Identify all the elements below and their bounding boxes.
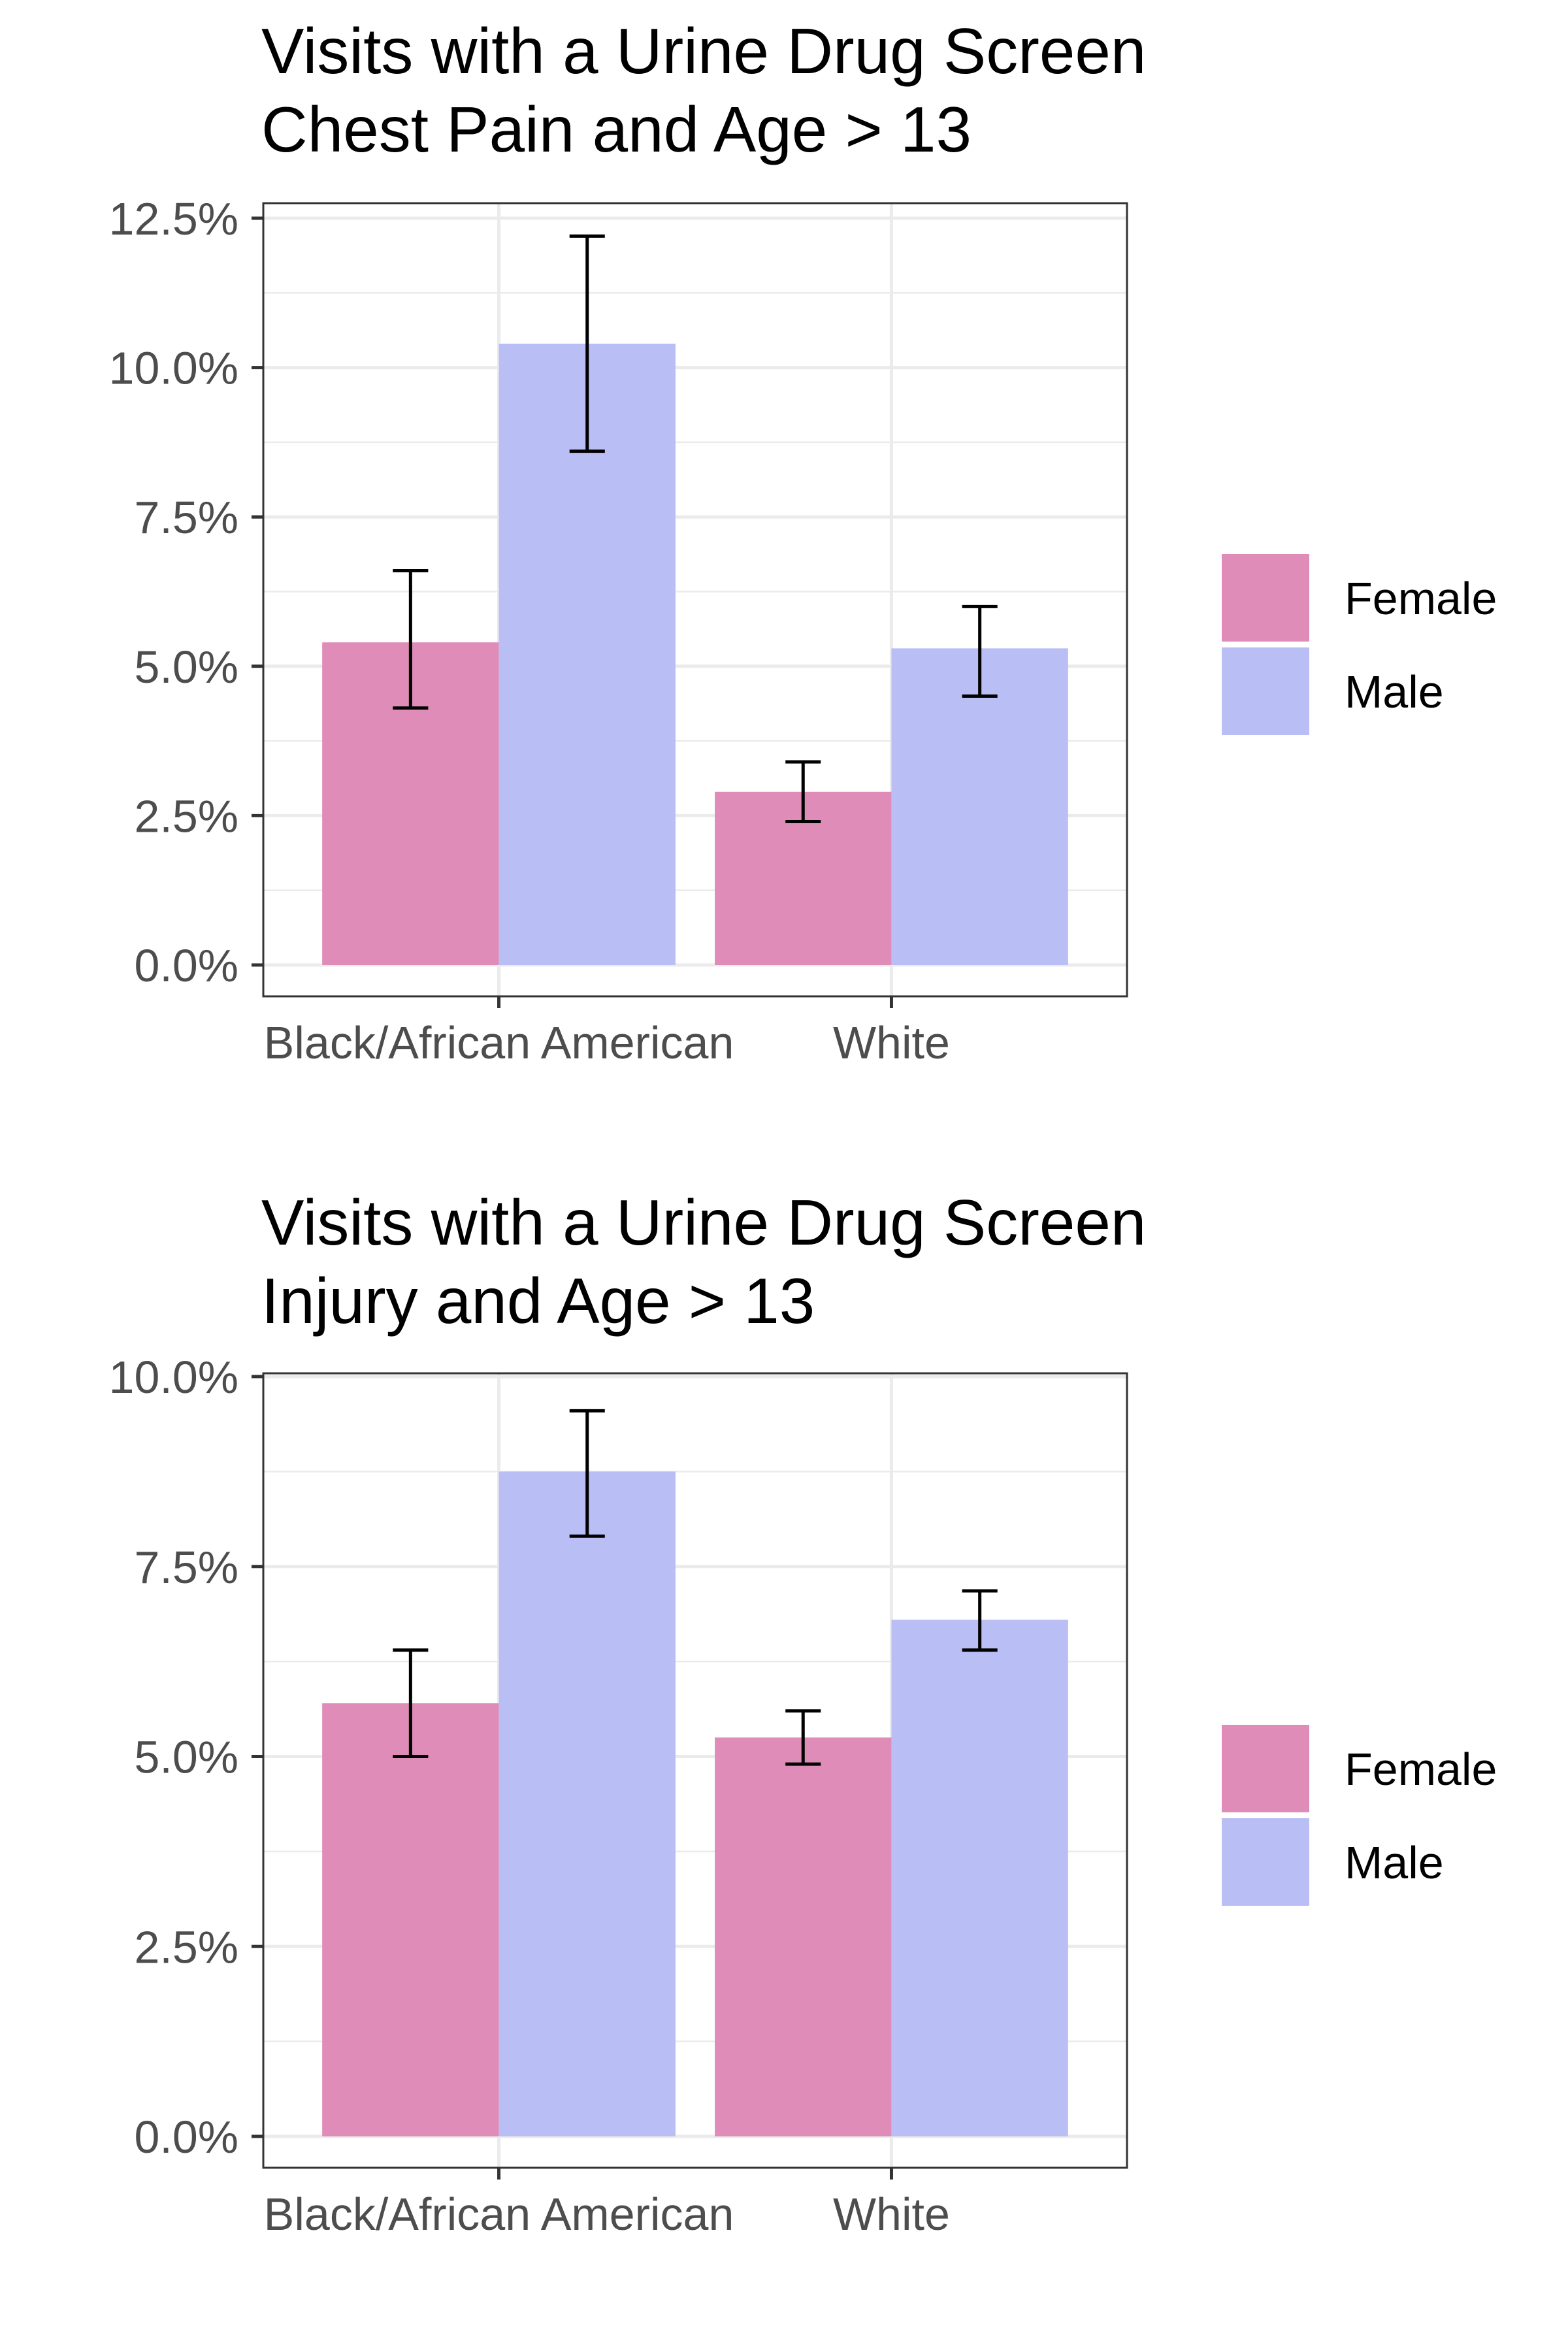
legend-key-male	[1222, 647, 1309, 735]
legend-label: Male	[1345, 666, 1444, 717]
plot-area: 0.0% 2.5% 5.0% 7.5% 10.0% Black/African Ameri…	[109, 1352, 1497, 2240]
chart-title: Visits with a Urine Drug Screen	[261, 15, 1146, 87]
legend-key-female	[1222, 554, 1309, 642]
y-tick-label: 7.5%	[134, 492, 238, 543]
y-tick-label: 5.0%	[134, 1732, 238, 1783]
legend-key-male	[1222, 1818, 1309, 1906]
chart-subtitle: Injury and Age > 13	[261, 1265, 815, 1337]
bar-male-1	[891, 648, 1068, 965]
x-tick-label: Black/African American	[264, 1017, 734, 1068]
panel-border	[262, 202, 1128, 998]
y-tick-label: 7.5%	[134, 1542, 238, 1593]
y-tick-label: 12.5%	[109, 193, 238, 244]
chart-subtitle: Chest Pain and Age > 13	[261, 93, 972, 165]
panel-chest-pain: Visits with a Urine Drug Screen Chest Pa…	[109, 15, 1497, 1068]
legend-label: Male	[1345, 1837, 1444, 1888]
legend-label: Female	[1345, 573, 1497, 624]
x-tick-label: Black/African American	[264, 2189, 734, 2240]
bar-female-0	[322, 1703, 499, 2136]
bar-male-1	[891, 1620, 1068, 2136]
panel-injury: Visits with a Urine Drug Screen Injury a…	[109, 1186, 1497, 2240]
chart-title: Visits with a Urine Drug Screen	[261, 1186, 1146, 1258]
y-tick-label: 0.0%	[134, 940, 238, 991]
legend-label: Female	[1345, 1744, 1497, 1795]
y-tick-label: 2.5%	[134, 1921, 238, 1972]
bar-female-1	[715, 1737, 892, 2136]
legend-key-female	[1222, 1725, 1309, 1812]
y-tick-label: 5.0%	[134, 642, 238, 693]
x-tick-label: White	[833, 1017, 950, 1068]
y-tick-label: 10.0%	[109, 343, 238, 394]
panel-border	[262, 1372, 1128, 2169]
y-tick-label: 2.5%	[134, 791, 238, 841]
plot-area: 0.0% 2.5% 5.0% 7.5% 10.0% 12.5% Black/African …	[109, 193, 1497, 1068]
y-tick-label: 0.0%	[134, 2112, 238, 2163]
x-tick-label: White	[833, 2189, 950, 2240]
bar-male-0	[498, 1471, 676, 2136]
y-tick-label: 10.0%	[109, 1352, 238, 1403]
